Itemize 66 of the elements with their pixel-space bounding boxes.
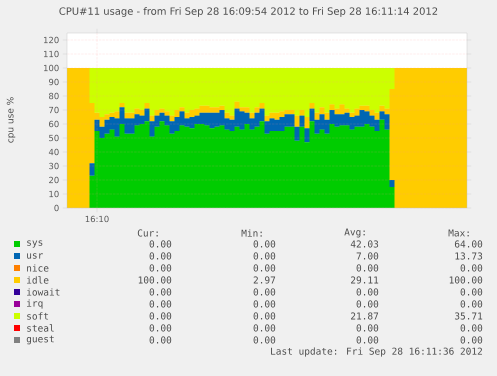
text: 0.00 — [150, 336, 172, 344]
text: 0.00 — [460, 264, 482, 272]
text: 64.00 — [454, 240, 482, 248]
y-tick-label: 120 — [44, 36, 59, 44]
text: 0.00 — [460, 300, 482, 308]
text: 29.11 — [351, 276, 378, 284]
text: 0.00 — [150, 288, 172, 296]
text: 7.00 — [356, 252, 378, 260]
text: 0.00 — [356, 288, 378, 296]
x-tick-label: 16:10 — [86, 216, 109, 222]
y-tick-label: 70 — [49, 106, 59, 114]
y-tick-label: 100 — [44, 64, 59, 72]
text: 0.00 — [356, 336, 378, 344]
y-tick-label: 60 — [49, 120, 59, 128]
y-tick-label: 90 — [48, 78, 59, 86]
text: 0.00 — [254, 312, 276, 320]
text: 35.71 — [454, 312, 482, 320]
text: Avg: — [344, 228, 365, 238]
text: 42.03 — [350, 240, 378, 248]
text: 21.87 — [351, 312, 378, 320]
text: 0.00 — [460, 288, 482, 296]
chart-title: CPU#11 usage - from Fri Sep 28 16:09:54 2012 to Fri Sep 28 16:11:14 2012 — [59, 7, 438, 17]
text: 0.00 — [356, 324, 378, 332]
y-tick-label: 40 — [48, 148, 59, 156]
legend-label: guest — [26, 336, 54, 344]
legend-label: idle — [27, 276, 48, 284]
text: 0.00 — [150, 300, 172, 308]
text: 0.00 — [254, 252, 276, 260]
y-tick-label: 110 — [44, 50, 59, 58]
text: 0.00 — [460, 336, 482, 344]
y-tick-label: 10 — [49, 190, 59, 198]
text: Last update: Fri Sep 28 16:11:36 2012 — [271, 347, 482, 357]
legend-label: sys — [27, 240, 42, 248]
y-tick-label: 30 — [49, 162, 59, 170]
text: 2.97 — [254, 276, 276, 284]
y-tick-label: 50 — [49, 134, 59, 142]
y-tick-label: 0 — [54, 204, 59, 212]
legend-label: irq — [27, 299, 42, 309]
text: Max: — [448, 229, 469, 237]
text: 0.00 — [254, 336, 276, 344]
text: Min: — [242, 229, 262, 237]
text: 0.00 — [254, 324, 276, 332]
text: 0.00 — [356, 300, 378, 308]
text: 0.00 — [460, 324, 482, 332]
text: 100.00 — [450, 276, 482, 284]
text: 0.00 — [150, 324, 172, 332]
text: 0.00 — [254, 240, 276, 248]
text: 0.00 — [356, 264, 378, 272]
legend-label: soft — [27, 312, 48, 320]
legend-label: usr — [27, 253, 43, 259]
legend-label: nice — [27, 264, 48, 272]
text: Cur: — [138, 229, 158, 237]
text: 0.00 — [254, 264, 276, 272]
text: 13.73 — [455, 252, 482, 260]
text: 0.00 — [150, 240, 172, 248]
legend-label: iowait — [27, 288, 60, 296]
text: 100.00 — [138, 276, 172, 284]
text: 0.00 — [150, 312, 172, 320]
text: 0.00 — [254, 288, 276, 296]
y-tick-label: 80 — [49, 92, 59, 100]
text: 0.00 — [254, 300, 276, 308]
legend-label: steal — [27, 324, 54, 332]
text: 0.00 — [150, 264, 172, 272]
y-axis-title: cpu use % — [6, 97, 16, 143]
y-tick-label: 20 — [49, 176, 59, 184]
text: 0.00 — [150, 252, 172, 260]
